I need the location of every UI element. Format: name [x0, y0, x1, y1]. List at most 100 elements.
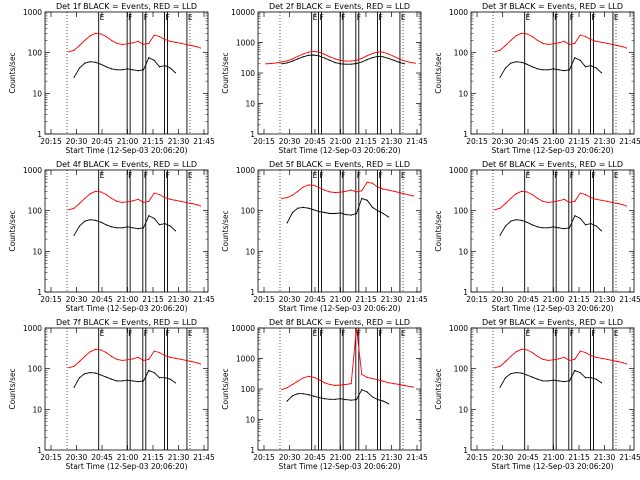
plot-frame	[470, 11, 635, 135]
panel-title: Det 9f BLACK = Events, RED = LLD	[482, 318, 623, 327]
y-tick-label: 1000	[236, 39, 255, 48]
data-point-events	[531, 224, 533, 226]
data-point-lld	[345, 60, 347, 62]
data-point-lld	[313, 376, 315, 378]
data-point-lld	[409, 386, 411, 388]
data-point-events	[339, 63, 342, 65]
series-line-events	[281, 54, 405, 65]
data-point-events	[355, 399, 358, 401]
data-point-events	[174, 230, 177, 232]
data-point-lld	[590, 197, 592, 199]
x-tick-label: 21:30	[381, 295, 403, 304]
data-point-lld	[387, 53, 390, 55]
flag-label: F	[144, 329, 148, 338]
data-point-events	[520, 61, 523, 63]
x-tick-label: 20:15	[40, 137, 62, 146]
data-point-events	[504, 67, 507, 69]
data-point-lld	[568, 359, 571, 361]
data-point-lld	[73, 49, 75, 51]
x-tick-label: 21:15	[355, 453, 377, 462]
data-point-events	[552, 226, 555, 228]
data-point-lld	[199, 205, 201, 207]
series-line-lld	[494, 348, 627, 369]
data-point-lld	[126, 43, 129, 45]
data-point-events	[132, 69, 134, 71]
data-point-lld	[563, 40, 565, 42]
flag-label: F	[357, 329, 361, 338]
x-tick-label: 20:45	[517, 137, 539, 146]
data-point-events	[355, 212, 358, 215]
data-point-events	[568, 69, 571, 71]
data-point-lld	[68, 367, 70, 369]
series-line-events	[286, 389, 389, 405]
data-point-events	[371, 206, 374, 208]
data-point-events	[318, 55, 320, 57]
data-point-events	[297, 207, 299, 209]
data-point-events	[307, 207, 310, 209]
data-point-events	[398, 61, 400, 63]
data-point-lld	[547, 201, 549, 203]
data-point-events	[164, 377, 166, 379]
x-tick-label: 21:00	[543, 295, 565, 304]
data-point-lld	[412, 386, 414, 388]
data-point-lld	[196, 362, 198, 364]
data-point-events	[158, 377, 161, 379]
y-tick-label: 10	[245, 247, 255, 256]
data-point-lld	[199, 47, 201, 49]
x-axis-label: Start Time (12-Sep-03 20:06:20)	[279, 146, 401, 155]
data-point-events	[334, 398, 336, 400]
y-axis-label: Counts/sec	[221, 368, 230, 409]
x-tick-label: 21:15	[568, 295, 590, 304]
data-point-events	[164, 65, 166, 67]
data-point-events	[339, 398, 342, 400]
data-point-lld	[73, 207, 75, 209]
data-point-events	[153, 372, 155, 374]
data-point-lld	[137, 40, 139, 42]
series-line-lld	[494, 190, 627, 211]
data-point-lld	[366, 55, 368, 57]
data-point-events	[510, 220, 512, 222]
y-tick-label: 10	[32, 405, 42, 414]
flag-label: F	[592, 329, 596, 338]
data-point-lld	[100, 349, 102, 351]
plot-frame	[44, 169, 209, 293]
data-point-lld	[148, 358, 150, 360]
data-point-lld	[196, 46, 198, 48]
y-tick-label: 100	[454, 365, 469, 374]
plot-frame	[470, 327, 635, 451]
data-point-events	[579, 372, 581, 374]
data-point-events	[73, 76, 75, 78]
data-point-lld	[361, 373, 363, 375]
data-point-events	[377, 399, 379, 401]
data-point-events	[339, 212, 342, 214]
data-point-events	[158, 224, 161, 226]
flag-label: F	[319, 329, 323, 338]
data-point-lld	[412, 195, 414, 197]
y-axis-label: Counts/sec	[8, 52, 17, 93]
data-point-events	[568, 380, 571, 382]
data-point-events	[121, 227, 123, 229]
data-point-lld	[584, 193, 587, 196]
data-point-lld	[611, 359, 613, 361]
y-tick-label: 1000	[23, 166, 42, 175]
data-point-lld	[270, 62, 272, 65]
data-point-lld	[318, 379, 320, 381]
data-point-events	[174, 382, 177, 384]
data-point-lld	[510, 197, 512, 199]
flag-label: F	[570, 329, 574, 338]
x-tick-label: 20:30	[66, 295, 88, 304]
data-point-lld	[579, 34, 581, 36]
data-point-events	[595, 225, 597, 227]
data-point-lld	[595, 40, 597, 42]
data-point-lld	[121, 201, 123, 203]
data-point-events	[531, 66, 533, 68]
data-point-lld	[622, 46, 624, 48]
panel-title: Det 5f BLACK = Events, RED = LLD	[269, 160, 410, 169]
data-point-events	[291, 395, 294, 397]
data-point-events	[345, 399, 347, 401]
x-tick-label: 21:45	[619, 453, 640, 462]
data-point-lld	[515, 35, 517, 37]
data-point-events	[504, 225, 507, 227]
plot-frame	[257, 11, 422, 135]
flag-label: F	[128, 171, 132, 180]
